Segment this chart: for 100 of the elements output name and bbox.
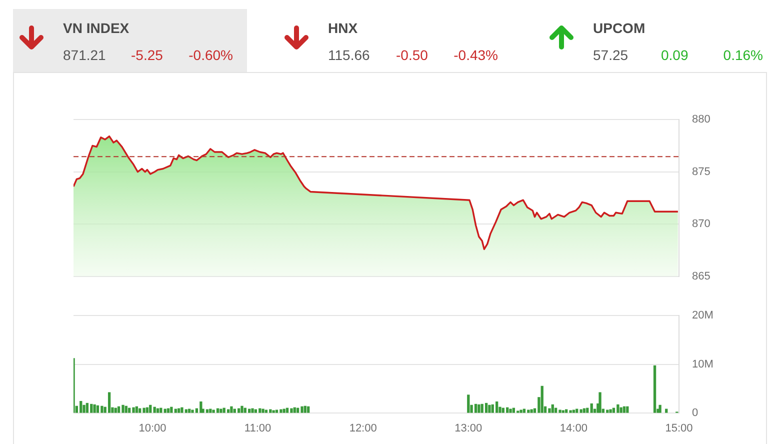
bar bbox=[612, 408, 616, 413]
x-tick-label: 11:00 bbox=[244, 422, 272, 435]
bar bbox=[264, 410, 268, 413]
bar bbox=[170, 406, 173, 413]
bar bbox=[586, 408, 589, 413]
data-label: 115.66 bbox=[328, 47, 370, 63]
bar bbox=[212, 410, 215, 413]
bar bbox=[254, 409, 258, 413]
bar bbox=[540, 386, 544, 413]
bar bbox=[484, 402, 488, 413]
bar bbox=[576, 408, 578, 413]
bar bbox=[164, 408, 166, 413]
category-label: VN INDEX bbox=[63, 20, 130, 36]
bar bbox=[149, 404, 152, 413]
bar bbox=[572, 410, 576, 413]
bar bbox=[90, 404, 93, 413]
data-label: -0.50 bbox=[396, 47, 428, 63]
bar bbox=[569, 410, 572, 413]
bar bbox=[272, 410, 275, 413]
bar bbox=[307, 406, 310, 413]
bar bbox=[488, 404, 491, 413]
bar bbox=[530, 409, 533, 413]
bar bbox=[80, 400, 82, 413]
bar bbox=[230, 406, 233, 413]
bar bbox=[558, 410, 562, 413]
bar bbox=[467, 394, 470, 413]
bar bbox=[258, 408, 262, 413]
bar bbox=[509, 408, 512, 413]
bar bbox=[188, 408, 191, 413]
bar bbox=[86, 402, 89, 413]
y-tick-label: 0 bbox=[692, 407, 698, 420]
x-tick-label: 14:00 bbox=[560, 422, 588, 435]
data-label: -5.25 bbox=[131, 47, 163, 63]
bar bbox=[238, 408, 240, 413]
data-label: 0.09 bbox=[661, 47, 688, 63]
bar bbox=[222, 408, 226, 413]
bar bbox=[290, 408, 293, 413]
bar bbox=[180, 407, 184, 413]
bar bbox=[502, 408, 504, 413]
bar bbox=[191, 410, 194, 413]
data-label: 871.21 bbox=[63, 47, 106, 63]
bar bbox=[206, 409, 209, 413]
bar bbox=[520, 410, 522, 413]
bar bbox=[117, 406, 120, 413]
bar bbox=[82, 404, 86, 413]
bar bbox=[177, 408, 180, 413]
data-label: 57.25 bbox=[593, 47, 628, 63]
bar bbox=[480, 404, 484, 413]
bar bbox=[244, 408, 246, 413]
bar bbox=[209, 408, 212, 413]
bar bbox=[132, 407, 135, 413]
bar bbox=[153, 406, 156, 413]
bar bbox=[609, 409, 612, 413]
bar bbox=[142, 408, 146, 413]
bar bbox=[620, 407, 622, 413]
bar bbox=[551, 404, 554, 413]
bar bbox=[275, 410, 278, 413]
bar bbox=[495, 401, 498, 413]
bar bbox=[478, 404, 480, 413]
y-tick-label: 865 bbox=[692, 270, 710, 282]
bar bbox=[240, 406, 244, 413]
category-label: UPCOM bbox=[593, 20, 646, 36]
bar bbox=[616, 404, 620, 413]
y-tick-label: 880 bbox=[692, 114, 710, 126]
bar bbox=[174, 408, 177, 413]
bar bbox=[135, 406, 138, 413]
bar bbox=[282, 408, 286, 413]
bar bbox=[122, 404, 124, 413]
bar bbox=[146, 407, 149, 413]
bar bbox=[548, 408, 551, 413]
bar bbox=[582, 408, 586, 413]
bar bbox=[108, 392, 111, 413]
bar bbox=[251, 408, 254, 413]
bar bbox=[522, 408, 526, 413]
y-tick-label: 20M bbox=[692, 310, 714, 322]
x-tick-label: 15:00 bbox=[665, 422, 693, 435]
bar bbox=[527, 410, 530, 413]
bar bbox=[474, 404, 478, 413]
bar bbox=[622, 406, 626, 413]
category-label: HNX bbox=[328, 20, 358, 36]
bar bbox=[296, 408, 300, 413]
bar bbox=[124, 406, 128, 413]
bar bbox=[233, 408, 236, 413]
data-label: 0.16% bbox=[723, 47, 763, 63]
bar bbox=[128, 408, 131, 413]
bar bbox=[114, 408, 117, 413]
x-tick-label: 13:00 bbox=[454, 422, 482, 435]
bar bbox=[606, 410, 609, 413]
bar bbox=[248, 408, 251, 413]
bar bbox=[564, 409, 568, 413]
bar bbox=[156, 408, 160, 413]
bar bbox=[262, 408, 264, 413]
bar bbox=[293, 407, 296, 413]
bar bbox=[100, 406, 104, 413]
bar bbox=[160, 408, 162, 413]
x-tick-label: 10:00 bbox=[138, 422, 166, 435]
bar bbox=[653, 365, 656, 413]
bar bbox=[491, 404, 494, 413]
bar bbox=[93, 404, 96, 413]
bar bbox=[506, 407, 509, 413]
